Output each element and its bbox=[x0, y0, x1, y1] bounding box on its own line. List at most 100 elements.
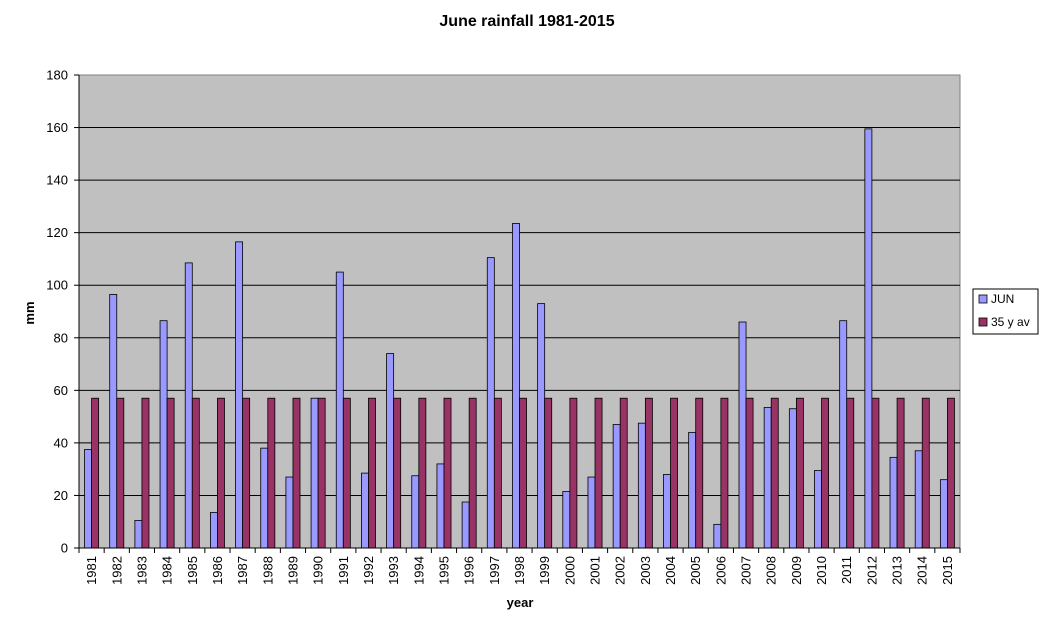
x-tick-label: 2010 bbox=[814, 556, 829, 585]
bar-jun bbox=[335, 271, 344, 549]
bar-35y-avg bbox=[871, 397, 880, 549]
bar-35y-avg bbox=[393, 397, 402, 549]
y-axis-title: mm bbox=[22, 301, 37, 324]
bar-jun bbox=[436, 463, 445, 549]
bar-jun bbox=[134, 520, 143, 549]
bar-35y-avg bbox=[191, 397, 200, 549]
x-tick-label: 1996 bbox=[462, 556, 477, 585]
bar-35y-avg bbox=[644, 397, 653, 549]
x-tick-label: 1988 bbox=[260, 556, 275, 585]
y-tick-labels: 0 20 40 60 80 100 120 140 160 180 bbox=[46, 68, 79, 556]
y-tick-label: 120 bbox=[46, 225, 68, 240]
bar-35y-avg bbox=[242, 397, 251, 549]
x-tick-label: 1992 bbox=[361, 556, 376, 585]
bar-jun bbox=[939, 479, 948, 549]
x-tick-label: 1987 bbox=[235, 556, 250, 585]
x-tick-label: 2006 bbox=[713, 556, 728, 585]
bar-35y-avg bbox=[267, 397, 276, 549]
y-tick-label: 100 bbox=[46, 278, 68, 293]
x-tick-label: 1982 bbox=[109, 556, 124, 585]
bar-35y-avg bbox=[670, 397, 678, 549]
legend-label-average: 35 y av bbox=[991, 315, 1030, 329]
y-tick-label: 80 bbox=[54, 330, 68, 345]
bar-35y-avg bbox=[745, 397, 754, 549]
bar-35y-avg bbox=[443, 397, 452, 549]
bar-35y-avg bbox=[695, 397, 704, 549]
x-tick-label: 1998 bbox=[512, 556, 527, 585]
bar-35y-avg bbox=[91, 397, 100, 549]
bar-35y-avg bbox=[921, 397, 930, 549]
bar-jun bbox=[209, 512, 218, 549]
bar-jun bbox=[889, 456, 898, 549]
x-tick-label: 2002 bbox=[613, 556, 628, 585]
legend: JUN 35 y av bbox=[972, 288, 1039, 335]
bar-35y-avg bbox=[292, 397, 301, 549]
y-tick-label: 40 bbox=[54, 435, 68, 450]
y-tick-label: 20 bbox=[54, 488, 68, 503]
x-tick-label: 2015 bbox=[940, 556, 955, 585]
bar-35y-avg bbox=[770, 397, 779, 549]
x-tick-label: 1984 bbox=[160, 556, 175, 585]
bar-35y-avg bbox=[619, 397, 628, 549]
legend-swatch-jun bbox=[978, 294, 988, 304]
x-tick-label: 2005 bbox=[688, 556, 703, 585]
y-tick-label: 0 bbox=[61, 541, 68, 556]
bar-jun bbox=[184, 262, 193, 549]
x-tick-label: 1989 bbox=[285, 556, 300, 585]
x-tick-label: 2007 bbox=[739, 556, 754, 585]
x-tick-label: 2013 bbox=[890, 556, 905, 585]
bar-35y-avg bbox=[569, 397, 578, 549]
bar-jun bbox=[411, 475, 420, 549]
bar-jun bbox=[235, 241, 244, 549]
bar-jun bbox=[738, 321, 747, 549]
bars bbox=[84, 128, 955, 549]
x-tick-label: 2011 bbox=[839, 556, 854, 584]
bar-jun bbox=[486, 257, 495, 549]
bar-35y-avg bbox=[342, 397, 351, 549]
bar-35y-avg bbox=[217, 397, 225, 549]
y-tick-label: 180 bbox=[46, 68, 68, 83]
x-tick-label: 2000 bbox=[562, 556, 577, 585]
bar-jun bbox=[788, 408, 797, 549]
bar-35y-avg bbox=[846, 397, 855, 549]
y-tick-label: 160 bbox=[46, 120, 68, 135]
bar-35y-avg bbox=[720, 397, 729, 549]
x-tick-label: 2008 bbox=[764, 556, 779, 585]
x-tick-label: 2012 bbox=[864, 556, 879, 585]
x-tick-label: 1993 bbox=[386, 556, 401, 585]
bar-35y-avg bbox=[519, 397, 527, 549]
bar-35y-avg bbox=[947, 397, 955, 549]
bar-jun bbox=[612, 424, 621, 549]
x-tick-label: 1994 bbox=[411, 556, 426, 585]
bar-jun bbox=[512, 223, 520, 549]
bar-35y-avg bbox=[493, 397, 502, 549]
bar-35y-avg bbox=[116, 397, 125, 549]
legend-swatch-average bbox=[978, 317, 988, 327]
bar-jun bbox=[637, 422, 646, 549]
bar-jun bbox=[688, 431, 697, 549]
bar-35y-avg bbox=[418, 397, 427, 549]
bar-jun bbox=[84, 449, 92, 549]
x-tick-labels: 1981 1982 1983 1984 1985 1986 1987 1988 1989 1990… bbox=[78, 548, 961, 585]
x-tick-label: 2014 bbox=[915, 556, 930, 585]
x-tick-label: 2003 bbox=[638, 556, 653, 585]
bar-35y-avg bbox=[317, 397, 326, 549]
bar-35y-avg bbox=[166, 397, 175, 549]
x-tick-label: 1997 bbox=[487, 556, 502, 585]
x-tick-label: 1985 bbox=[185, 556, 200, 585]
chart-title: June rainfall 1981-2015 bbox=[439, 13, 614, 30]
axes bbox=[78, 75, 960, 549]
x-tick-label: 1999 bbox=[537, 556, 552, 585]
bar-jun bbox=[310, 397, 319, 549]
x-tick-label: 1981 bbox=[84, 556, 99, 585]
bar-jun bbox=[461, 501, 470, 549]
bar-35y-avg bbox=[368, 397, 376, 549]
bar-jun bbox=[839, 320, 848, 549]
bar-jun bbox=[537, 303, 546, 549]
bar-jun bbox=[386, 353, 395, 549]
bar-jun bbox=[562, 491, 571, 549]
x-tick-label: 2009 bbox=[789, 556, 804, 585]
bar-35y-avg bbox=[896, 397, 905, 549]
bar-35y-avg bbox=[544, 397, 553, 549]
